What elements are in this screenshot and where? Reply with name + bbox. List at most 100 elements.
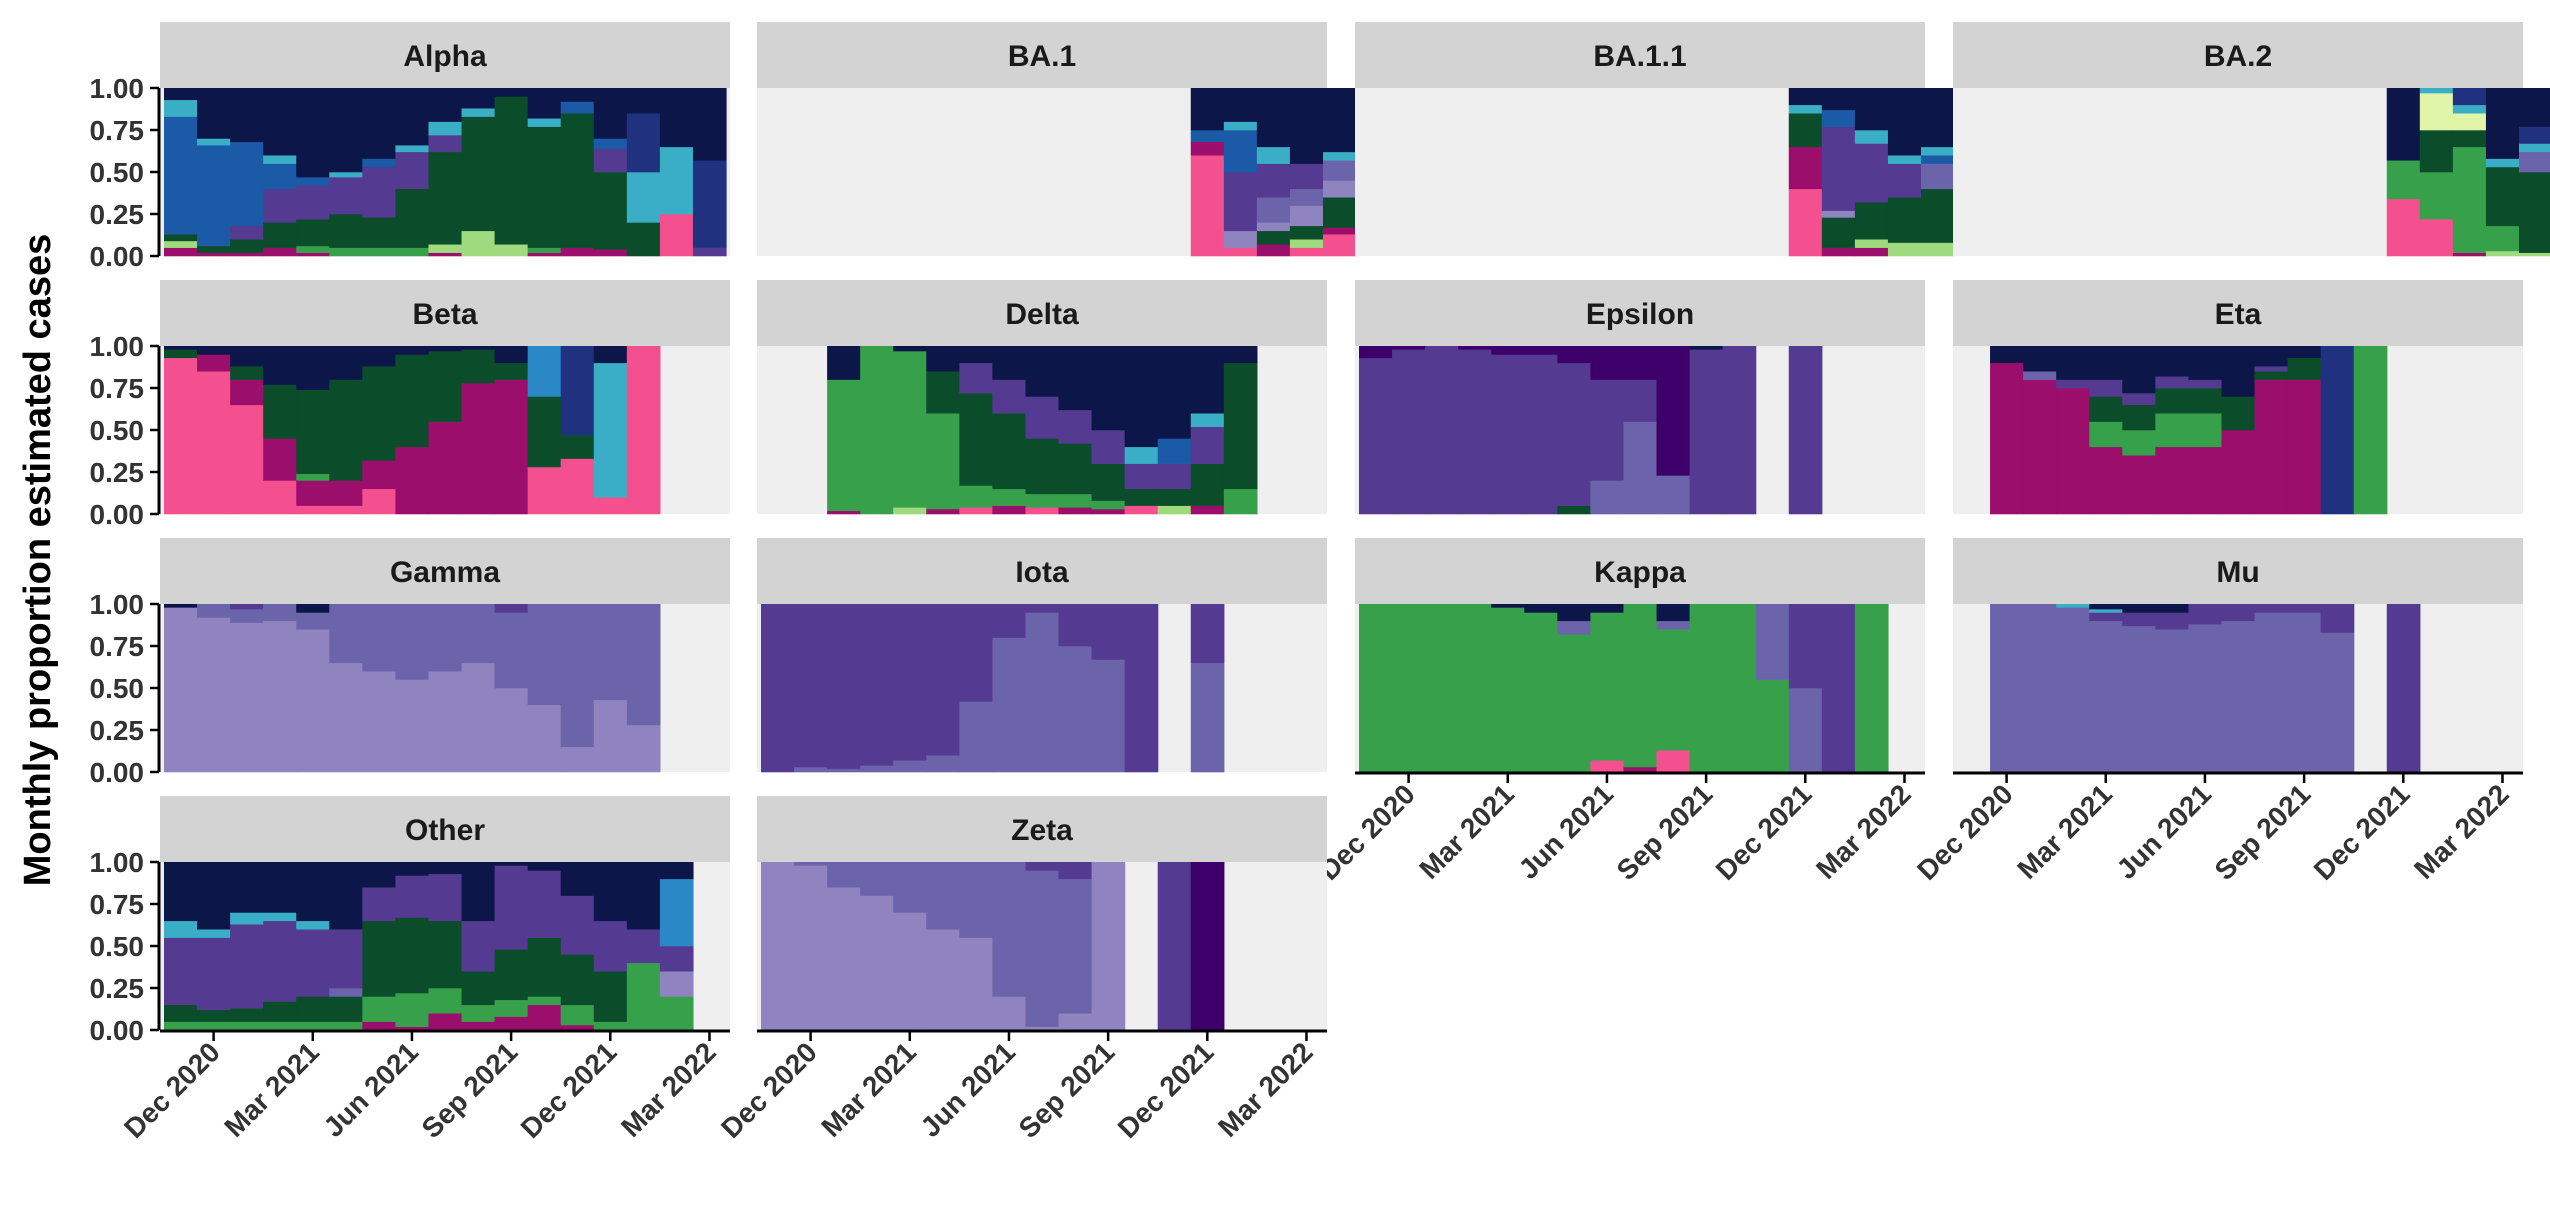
bar-segment-magenta: [2452, 252, 2487, 257]
bar-segment-purple: [2254, 366, 2289, 372]
bar-segment-deeppurple: [1590, 346, 1625, 380]
bar-segment-deeppurple: [1656, 346, 1691, 476]
bar-segment-lavender: [296, 629, 330, 773]
bar-segment-purple: [2122, 612, 2156, 627]
bar-segment-navy: [197, 346, 231, 355]
facet-strip: [757, 796, 1327, 862]
bar-segment-purplegray: [1091, 659, 1126, 773]
bar-segment-green: [1359, 604, 1393, 773]
bar-segment-navy: [461, 862, 496, 922]
bar-segment-navy: [659, 88, 694, 148]
bar-segment-navy: [1223, 88, 1258, 122]
bar-segment-darkgreen: [2089, 396, 2123, 422]
bar-segment-darkgreen: [593, 971, 628, 1022]
bar-segment-purple: [1359, 357, 1393, 515]
facet-panel-iota: Iota: [757, 538, 1327, 773]
bar-segment-darkgreen: [926, 371, 960, 414]
bar-segment-pink: [362, 488, 397, 515]
bar-segment-magenta: [362, 1021, 397, 1031]
bar-segment-purplegray: [329, 604, 363, 664]
bar-segment-pink: [230, 404, 264, 515]
bar-segment-purplegray: [1590, 480, 1625, 515]
bar-segment-deeppurple: [1359, 346, 1393, 359]
bar-segment-green: [1656, 629, 1691, 751]
bar-segment-green: [296, 1021, 330, 1031]
facet-title: Other: [405, 814, 485, 847]
bar-segment-purple: [527, 870, 562, 938]
bar-segment-purplegray: [2188, 624, 2223, 773]
bar-segment-darkgreen: [560, 435, 595, 459]
bar-segment-green: [560, 1004, 595, 1026]
bar-segment-navy: [296, 862, 330, 922]
x-tick-label: Mar 2022: [615, 1036, 722, 1143]
bar-segment-navy: [494, 346, 529, 364]
bar-segment-magenta: [494, 379, 529, 515]
bar-segment-purple: [428, 873, 463, 922]
bar-segment-purple: [197, 937, 231, 1011]
x-tick-label: Sep 2021: [416, 1036, 524, 1144]
bar-segment-lavender: [428, 671, 463, 773]
bar-segment-green: [362, 996, 397, 1022]
bar-segment-navy: [428, 346, 463, 352]
bar-segment-purplegray: [1623, 421, 1658, 515]
bar-segment-purplegray: [494, 612, 529, 689]
bar-segment-blue: [197, 145, 231, 247]
bar-segment-darkgreen: [1788, 113, 1823, 148]
bar-segment-navy: [2056, 346, 2090, 380]
bar-segment-navy: [593, 88, 628, 139]
bar-segment-blue: [593, 138, 628, 149]
facet-panel-beta: Beta 0.00 0.25 0.50 0.75 1.00: [90, 280, 730, 530]
facet-title: Delta: [1005, 298, 1079, 331]
bar-segment-green: [395, 247, 430, 257]
bar-segment-lavender: [1821, 210, 1856, 218]
bar-segment-navy: [494, 862, 529, 866]
facet-title: Kappa: [1594, 556, 1686, 589]
bar-segment-green: [2122, 430, 2156, 456]
bar-segment-lightgreen: [893, 507, 927, 515]
y-tick-label: 0.25: [90, 457, 145, 488]
bar-segment-purple: [1722, 346, 1757, 515]
bar-segment-darkgreen: [2287, 357, 2322, 380]
bar-segment-magenta: [2056, 388, 2090, 515]
bar-segment-purple: [2155, 376, 2190, 389]
bar-segment-navy: [197, 88, 231, 139]
facet-strip: [757, 280, 1327, 346]
bar-segment-purplegray: [2254, 612, 2289, 773]
bar-segment-purple: [2320, 604, 2355, 633]
facet-title: Alpha: [403, 40, 487, 73]
bar-segment-navy: [1689, 346, 1724, 350]
bar-segment-green: [1590, 612, 1625, 761]
bar-segment-deeppurple: [1623, 346, 1658, 380]
bar-segment-purplegray: [1025, 870, 1060, 1027]
bar-segment-teal: [2452, 104, 2487, 114]
facet-panel-eta: Eta: [1953, 280, 2523, 515]
bar-segment-pink: [296, 505, 330, 515]
bar-segment-darkgreen: [296, 996, 330, 1022]
bar-segment-green: [1091, 500, 1126, 510]
bar-segment-navy: [230, 346, 264, 367]
bar-segment-green: [893, 351, 927, 508]
bar-segment-green: [428, 988, 463, 1014]
bar-segment-purplegray: [1921, 163, 1955, 190]
bar-segment-navy: [692, 88, 727, 161]
bar-segment-navy: [164, 346, 198, 350]
bar-segment-navy: [1921, 88, 1955, 148]
bar-segment-lightgreen: [1157, 505, 1192, 515]
bar-segment-purplegray: [1058, 878, 1093, 1014]
bar-segment-darkgreen: [263, 222, 297, 248]
bar-segment-magenta: [2221, 430, 2256, 515]
bar-segment-navy: [362, 88, 397, 159]
y-tick-label: 0.00: [90, 499, 145, 530]
bar-segment-purplegray: [2122, 625, 2156, 773]
bar-segment-blue: [1223, 130, 1258, 173]
facet-panel-delta: Delta: [757, 280, 1327, 515]
bar-segment-purplegray: [560, 604, 595, 748]
bar-segment-lavender: [893, 912, 927, 1031]
bar-segment-darkgreen: [1854, 202, 1889, 240]
bar-segment-lavender: [1025, 1026, 1060, 1031]
bar-segment-purplegray: [1025, 612, 1060, 773]
bar-segment-green: [1458, 604, 1492, 773]
bar-segment-indigo: [2519, 126, 2550, 144]
bar-segment-navy: [1223, 346, 1258, 364]
